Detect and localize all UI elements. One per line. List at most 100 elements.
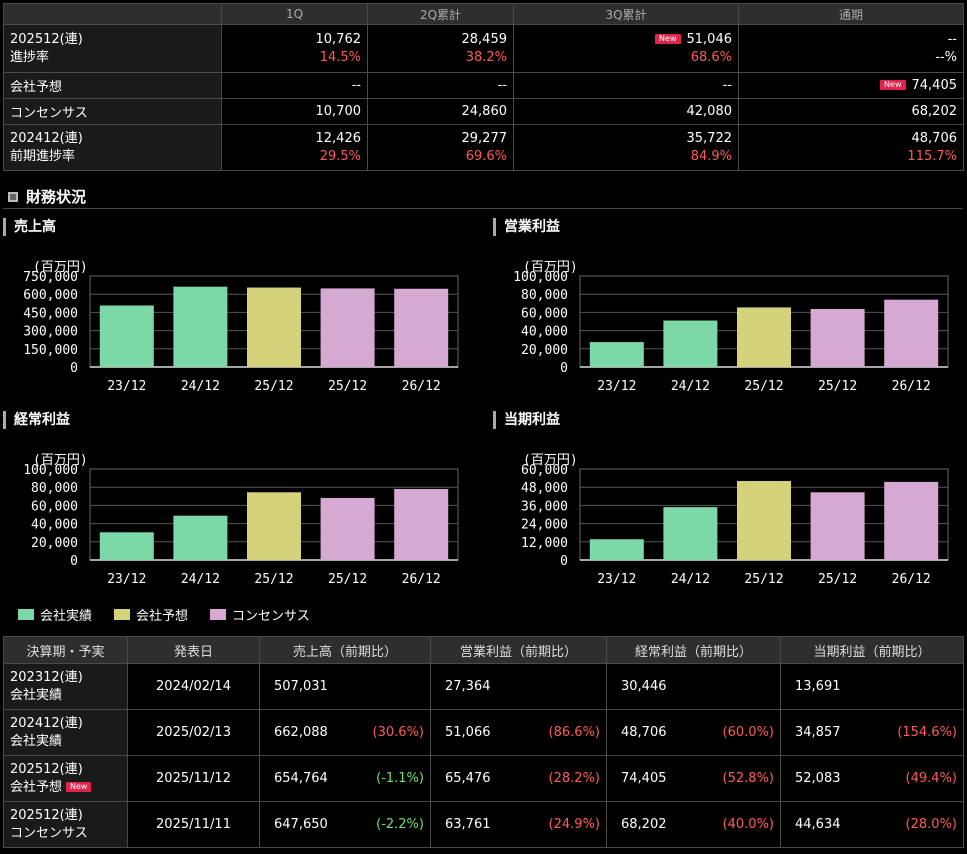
value: 647,650 (274, 817, 328, 832)
rate: 68.6% (690, 49, 732, 65)
bar (394, 489, 449, 560)
date-cell: 2024/02/14 (127, 663, 260, 710)
x-tick-label: 25/12 (818, 379, 857, 394)
value: 29,277 (461, 130, 508, 146)
progress-row-forecast: 会社予想 -- -- -- New 74,405 (3, 72, 964, 99)
x-tick-label: 24/12 (181, 379, 220, 394)
value-cell: 662,088 (30.6%) (259, 709, 431, 756)
section-title-text: 財務状況 (26, 188, 87, 206)
value: 34,857 (795, 725, 841, 740)
y-tick-label: 20,000 (31, 536, 78, 551)
value: -- (947, 31, 957, 47)
bar (247, 492, 301, 560)
value: 28,459 (461, 31, 508, 47)
section-divider (3, 208, 963, 209)
type-label: 会社予想 (10, 779, 63, 795)
x-tick-label: 24/12 (671, 379, 710, 394)
value-cell: 647,650 (-2.2%) (259, 801, 431, 848)
period-cell: 202512(連) 会社予想 New (3, 755, 128, 802)
value: 68,202 (621, 817, 667, 832)
value: 74,405 (911, 78, 958, 93)
period-cell: 202512(連) コンセンサス (3, 801, 128, 848)
chart-svg: (百万円)60,000 48,000 36,000 24,000 12,000 0 23/1… (521, 453, 949, 587)
period-label: 202412(連) (10, 130, 83, 146)
value-cell: 654,764 (-1.1%) (259, 755, 431, 802)
progress-cell: New 51,046 68.6% (513, 24, 739, 73)
x-tick-label: 26/12 (402, 379, 441, 394)
period-label: 202512(連) (10, 761, 83, 777)
chart-operating-profit: 営業利益 (百万円) 100,000 80,000 60,000 40,000 20,00… (493, 218, 963, 408)
value-cell: 63,761 (24.9%) (430, 801, 607, 848)
change: (-1.1%) (376, 771, 424, 786)
progress-row-current: 202512(連) 進捗率 10,762 14.5% 28,459 38.2% Ne… (3, 24, 964, 73)
new-badge: New (655, 33, 681, 44)
chart-title: 当期利益 (493, 411, 560, 429)
value: 654,764 (274, 771, 328, 786)
value-cell: 34,857 (154.6%) (780, 709, 964, 756)
legend-item-actual: 会社実績 (18, 605, 92, 624)
new-badge: New (880, 80, 906, 90)
bar (737, 481, 791, 560)
bar (884, 481, 939, 560)
chart-svg: (百万円)100,000 80,000 60,000 40,000 20,000 0 23/… (23, 453, 459, 587)
x-tick-label: 26/12 (402, 572, 441, 587)
y-tick-label: 0 (560, 361, 568, 376)
y-tick-label: 60,000 (521, 463, 568, 478)
progress-cell: New 74,405 (738, 72, 964, 99)
bar (394, 288, 449, 367)
y-axis-unit: (百万円) (523, 260, 578, 275)
bar (663, 507, 718, 560)
value-cell: 507,031 (259, 663, 431, 710)
section-title: 財務状況 (8, 186, 86, 207)
value: 51,066 (445, 725, 491, 740)
chart-title: 営業利益 (493, 218, 560, 236)
bar (663, 320, 718, 367)
value: 48,706 (621, 725, 667, 740)
value-cell: 68,202 (40.0%) (606, 801, 781, 848)
value-cell: 27,364 (430, 663, 607, 710)
value: 507,031 (274, 679, 328, 694)
y-tick-label: 100,000 (23, 463, 78, 478)
results-header: 当期利益（前期比） (780, 636, 964, 664)
bar (173, 286, 228, 367)
change: (30.6%) (372, 725, 424, 740)
change: (24.9%) (548, 817, 600, 832)
progress-header-row: 1Q 2Q累計 3Q累計 通期 (3, 3, 964, 25)
progress-header-2q: 2Q累計 (367, 3, 514, 25)
date-cell: 2025/11/12 (127, 755, 260, 802)
period-label: 202512(連) (10, 807, 83, 823)
progress-cell: 12,426 29.5% (221, 124, 368, 171)
chart-ordinary-profit: 経常利益 (百万円) 100,000 80,000 60,000 40,000 20,00… (3, 411, 473, 601)
y-tick-label: 36,000 (521, 499, 568, 514)
x-tick-label: 23/12 (107, 572, 146, 587)
change: (60.0%) (722, 725, 774, 740)
y-tick-label: 600,000 (23, 288, 78, 303)
value-cell: 30,446 (606, 663, 781, 710)
progress-cell: -- (513, 72, 739, 99)
change: (28.0%) (905, 817, 957, 832)
y-axis-unit: (百万円) (33, 260, 88, 275)
bar (320, 497, 375, 560)
rate-label: 前期進捗率 (10, 148, 76, 164)
y-tick-label: 150,000 (23, 343, 78, 358)
consensus-label: コンセンサス (3, 98, 222, 125)
period-label: 202412(連) (10, 715, 83, 731)
results-row: 202512(連) 会社予想 New 2025/11/12 654,764 (-1.1%)… (3, 755, 964, 802)
x-tick-label: 23/12 (107, 379, 146, 394)
results-header: 売上高（前期比） (259, 636, 431, 664)
chart-title: 売上高 (3, 218, 56, 236)
value: 65,476 (445, 771, 491, 786)
value-cell: 74,405 (52.8%) (606, 755, 781, 802)
progress-cell: -- --% (738, 24, 964, 73)
value-cell: 44,634 (28.0%) (780, 801, 964, 848)
progress-row-label: 202512(連) 進捗率 (3, 24, 222, 73)
results-row: 202312(連) 会社実績 2024/02/14 507,031 27,364 30,4… (3, 663, 964, 710)
type-label: 会社実績 (10, 687, 63, 703)
x-tick-label: 25/12 (254, 572, 293, 587)
change: (86.6%) (548, 725, 600, 740)
rate-label: 進捗率 (10, 49, 50, 65)
x-tick-label: 23/12 (597, 379, 636, 394)
progress-cell: -- (221, 72, 368, 99)
y-tick-label: 12,000 (521, 536, 568, 551)
y-axis-unit: (百万円) (523, 453, 578, 468)
